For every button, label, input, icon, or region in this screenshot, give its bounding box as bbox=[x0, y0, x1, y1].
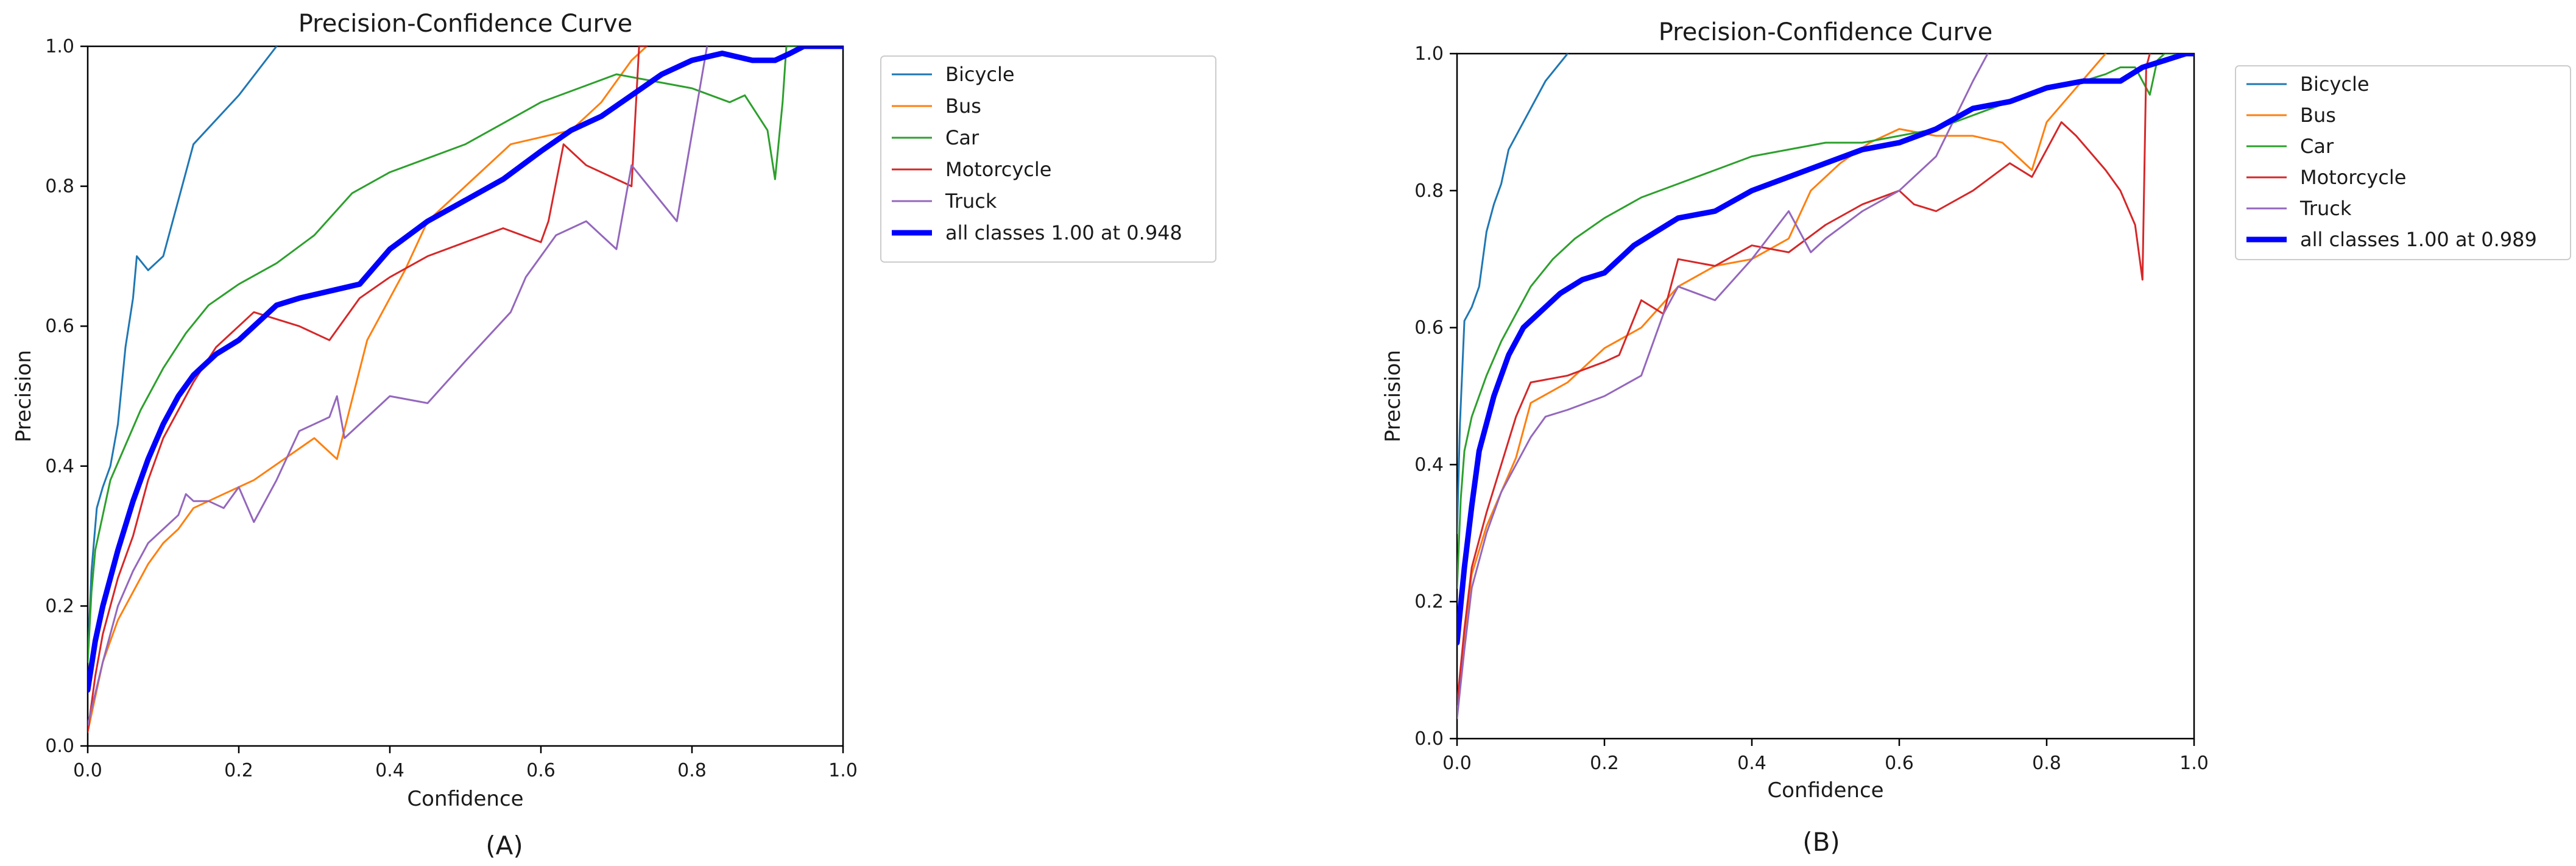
legend-entry: Bus bbox=[945, 94, 981, 118]
legend-entry: Motorcycle bbox=[945, 158, 1051, 181]
legend-entry: Bicycle bbox=[2300, 73, 2370, 96]
x-tick-label: 0.8 bbox=[677, 760, 707, 781]
y-tick-label: 1.0 bbox=[1414, 43, 1444, 65]
x-tick-label: 0.2 bbox=[224, 760, 253, 781]
x-axis-label: Confidence bbox=[1767, 778, 1883, 803]
series-line-truck bbox=[1457, 54, 1989, 719]
chart-title: Precision-Confidence Curve bbox=[1659, 18, 1993, 46]
legend: Bicycle Bus Car Motorcycle Truck all classes … bbox=[880, 55, 1216, 263]
x-tick-label: 0.6 bbox=[526, 760, 556, 781]
legend-entry: Truck bbox=[2299, 197, 2352, 220]
x-tick-label: 0.8 bbox=[2032, 753, 2061, 774]
panel-label: (B) bbox=[1802, 827, 1840, 857]
chart-panel-a: Precision-Confidence Curve 0.0 0.2 0.4 0.6 0… bbox=[12, 10, 1216, 861]
y-tick-label: 0.6 bbox=[1414, 318, 1444, 339]
series-line-truck bbox=[88, 46, 708, 726]
series-line-bicycle bbox=[1457, 54, 1569, 534]
x-axis-label: Confidence bbox=[407, 787, 523, 811]
y-axis-label: Precision bbox=[12, 350, 36, 442]
series-line-all bbox=[88, 46, 843, 693]
x-tick-label: 1.0 bbox=[828, 760, 858, 781]
x-tick-label: 1.0 bbox=[2179, 753, 2209, 774]
y-axis-label: Precision bbox=[1381, 350, 1405, 442]
y-tick-label: 1.0 bbox=[45, 36, 74, 57]
series-line-motorcycle bbox=[88, 46, 648, 733]
series-line-motorcycle bbox=[1457, 54, 2151, 706]
chart-panel-b: Precision-Confidence Curve 0.0 0.2 0.4 0.6 0… bbox=[1381, 18, 2571, 857]
x-tick-label: 0.0 bbox=[73, 760, 102, 781]
legend-box bbox=[880, 55, 1216, 263]
legend-entry: all classes 1.00 at 0.989 bbox=[2300, 228, 2537, 251]
y-tick-label: 0.2 bbox=[1414, 591, 1444, 612]
plot-area: 0.0 0.2 0.4 0.6 0.8 1.0 0.0 0.2 0.4 0.6 0.8 1.0 bbox=[1414, 43, 2209, 774]
plot-frame bbox=[86, 45, 844, 747]
x-tick-label: 0.4 bbox=[1737, 753, 1766, 774]
x-tick-label: 0.4 bbox=[375, 760, 404, 781]
legend-box bbox=[2235, 65, 2571, 260]
legend-entry: Motorcycle bbox=[2300, 166, 2406, 189]
y-tick-label: 0.8 bbox=[45, 176, 74, 197]
legend-entry: Bicycle bbox=[945, 63, 1015, 86]
plot-frame bbox=[1456, 52, 2195, 740]
legend-entry: Car bbox=[945, 126, 979, 149]
series-line-bicycle bbox=[88, 46, 278, 663]
x-tick-label: 0.6 bbox=[1885, 753, 1914, 774]
panel-label: (A) bbox=[485, 831, 523, 861]
y-tick-label: 0.4 bbox=[45, 456, 74, 477]
y-tick-label: 0.4 bbox=[1414, 454, 1444, 475]
legend-entry: Truck bbox=[945, 190, 997, 213]
y-tick-label: 0.0 bbox=[45, 736, 74, 757]
series-line-all bbox=[1457, 54, 2194, 646]
legend-entry: Bus bbox=[2300, 104, 2336, 127]
series-line-car bbox=[1457, 54, 2194, 589]
legend-entry: Car bbox=[2300, 135, 2334, 158]
y-tick-label: 0.6 bbox=[45, 316, 74, 337]
series-line-bus bbox=[88, 46, 648, 733]
y-tick-label: 0.0 bbox=[1414, 728, 1444, 750]
chart-title: Precision-Confidence Curve bbox=[298, 10, 633, 38]
y-tick-label: 0.8 bbox=[1414, 180, 1444, 202]
series-line-car bbox=[88, 46, 843, 663]
y-tick-label: 0.2 bbox=[45, 595, 74, 617]
x-tick-label: 0.2 bbox=[1590, 753, 1619, 774]
legend-entry: all classes 1.00 at 0.948 bbox=[945, 221, 1182, 244]
legend: Bicycle Bus Car Motorcycle Truck all classes … bbox=[2235, 65, 2571, 260]
plot-area: 0.0 0.2 0.4 0.6 0.8 1.0 0.0 0.2 0.4 0.6 0.8 1.0 bbox=[45, 36, 858, 781]
series-line-bus bbox=[1457, 54, 2107, 712]
x-tick-label: 0.0 bbox=[1442, 753, 1472, 774]
